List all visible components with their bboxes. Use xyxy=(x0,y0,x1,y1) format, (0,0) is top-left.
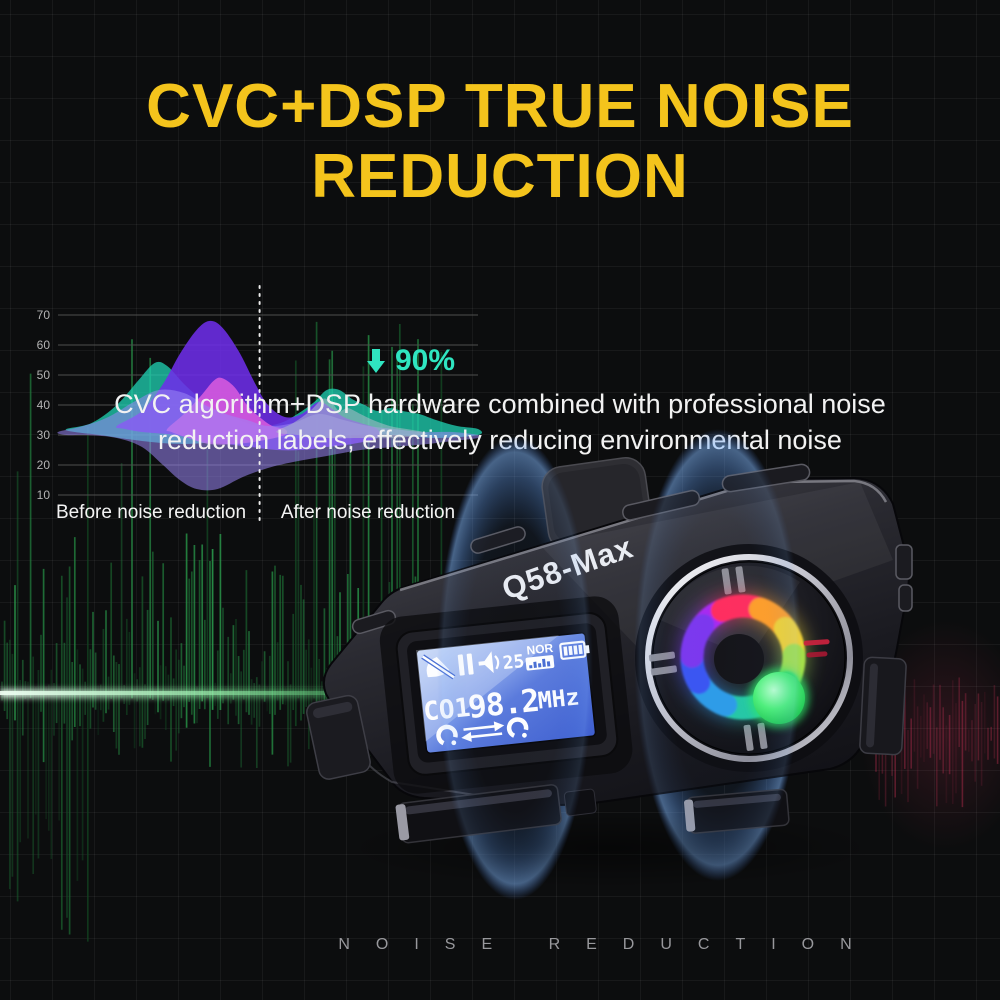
ytick-70: 70 xyxy=(37,308,51,322)
series-after-gray xyxy=(276,398,427,439)
sound-halo-left-overlay xyxy=(437,436,593,900)
series-soft-violet xyxy=(57,389,482,491)
label-before-noise-reduction: Before noise reduction xyxy=(55,502,247,523)
label-after-noise-reduction: After noise reduction xyxy=(280,502,456,523)
spectrum-core-line xyxy=(0,691,458,695)
ytick-10: 10 xyxy=(37,488,51,502)
red-indicator-dashes xyxy=(803,639,830,658)
ytick-30: 30 xyxy=(37,428,51,442)
reduction-annotation: 90% xyxy=(366,344,455,378)
ytick-50: 50 xyxy=(37,368,51,382)
ytick-40: 40 xyxy=(37,398,51,412)
ytick-60: 60 xyxy=(37,338,51,352)
noise-chart-plot: 70 60 50 40 30 20 10 xyxy=(37,285,483,524)
footer-caption: NOISE REDUCTION xyxy=(338,936,878,953)
noise-chart: 70 60 50 40 30 20 10 90% Before noise reductio… xyxy=(0,280,1000,540)
left-clamp xyxy=(306,694,371,780)
ytick-20: 20 xyxy=(37,458,51,472)
right-mount-tab xyxy=(859,656,907,756)
sound-halo-right-overlay xyxy=(634,429,802,881)
reduction-percent: 90% xyxy=(395,344,456,377)
page-title-line1: CVC+DSP TRUE NOISE xyxy=(146,72,854,141)
down-arrow-icon xyxy=(367,349,385,373)
page-subtitle-line1: CVC algorithm+DSP hardware combined with… xyxy=(114,389,886,419)
page-title-line2: REDUCTION xyxy=(311,142,689,211)
